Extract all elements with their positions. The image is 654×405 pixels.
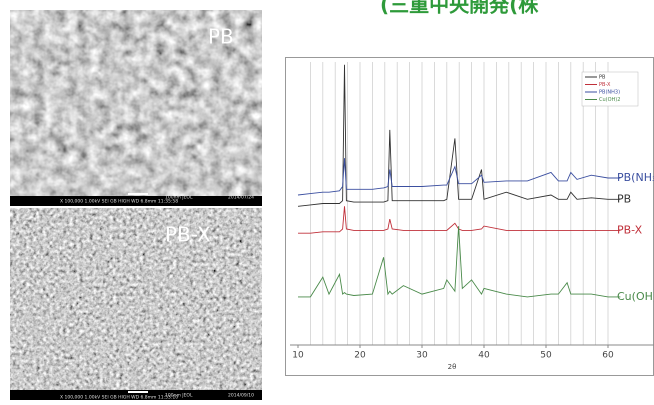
x-tick-label: 40: [478, 351, 490, 361]
sem-date: 2014/09/10: [228, 393, 254, 399]
sem-image: [10, 208, 262, 390]
x-tick-label: 50: [540, 351, 552, 361]
sem-date: 2014/07/24: [228, 195, 254, 201]
series-end-label: PB(NH₃): [617, 171, 654, 184]
image-label: PB-X: [165, 223, 211, 247]
legend-label: PB(NH3): [599, 90, 620, 96]
x-axis-label: 2θ: [448, 363, 457, 371]
sem-scale: 100nm JEOL: [165, 393, 193, 399]
sem-scale: 100nm JEOL: [165, 195, 193, 201]
x-tick-label: 30: [416, 351, 428, 361]
x-tick-label: 60: [602, 351, 614, 361]
sem-footer: X 100,000 1.00kV SEI GB HIGH WD 6.8mm 11…: [60, 395, 178, 401]
scale-bar: [128, 193, 148, 195]
slide: (三重中央開発(株 PB X 100,000 1.00kV SEI GB HIG…: [0, 0, 654, 401]
sem-footer: X 100,000 1.00kV SEI GB HIGH WD 6.8mm 11…: [60, 199, 178, 205]
series-end-label: PB: [617, 192, 631, 205]
legend-label: Cu(OH)2: [599, 97, 620, 103]
legend-label: PB: [599, 75, 606, 81]
x-tick-label: 20: [354, 351, 366, 361]
series-end-label: Cu(OH)₂: [617, 290, 654, 303]
series-end-label: PB-X: [617, 223, 643, 236]
scale-bar: [128, 391, 148, 393]
slide-title: (三重中央開発(株: [380, 0, 539, 17]
x-tick-label: 10: [292, 351, 304, 361]
legend-label: PB-X: [599, 82, 611, 88]
image-label: PB: [208, 25, 234, 49]
